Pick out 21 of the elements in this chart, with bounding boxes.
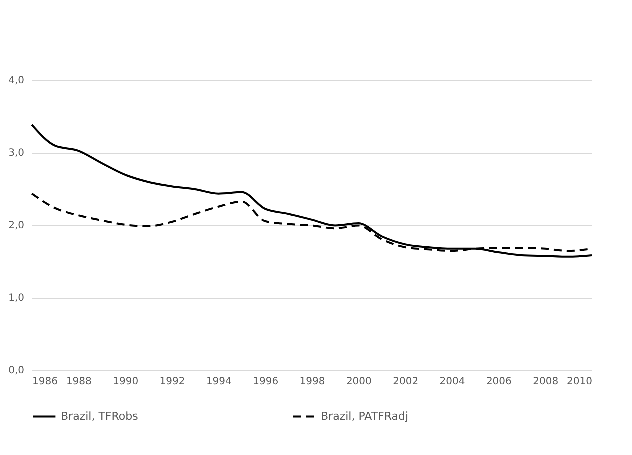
x-tick-label: 1990 [113,376,139,388]
x-tick-label: 1988 [66,376,92,388]
x-tick-label: 2002 [393,376,419,388]
x-tick-label: 1998 [300,376,326,388]
line-series [31,124,593,258]
y-tick-label: 2,0 [8,220,24,232]
y-tick-label: 4,0 [8,76,24,86]
legend-label: Brazil, TFRobs [61,410,139,423]
y-tick-label: 0,0 [8,366,24,376]
x-tick-label: 2006 [486,376,512,388]
x-tick-label: 2004 [440,376,466,388]
x-tick-label: 1996 [253,376,279,388]
x-tick-label: 2008 [533,376,559,388]
y-tick-label: 1,0 [8,293,24,304]
x-tick-label: 1992 [160,376,186,388]
x-tick-label: 1994 [206,376,232,388]
x-tick-label: 2010 [567,376,592,388]
y-tick-label: 3,0 [8,148,24,159]
x-tick-label: 1986 [32,376,58,388]
legend-label: Brazil, PATFRadj [321,410,409,423]
x-tick-label: 2000 [346,376,372,388]
